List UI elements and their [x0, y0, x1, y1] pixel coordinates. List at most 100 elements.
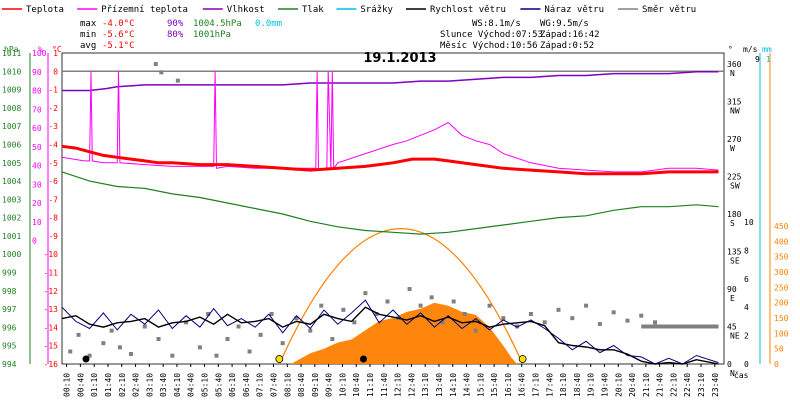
stat-rain: 0.0mm	[255, 19, 282, 29]
rad-tick: 50	[774, 345, 784, 354]
stat-label: max	[80, 19, 97, 29]
press-tick: 1003	[2, 195, 21, 204]
wind-dir-point	[68, 349, 73, 354]
rad-tick: 450	[774, 222, 789, 231]
x-tick-label: 17:10	[532, 373, 541, 397]
dir-tick: 225	[727, 173, 742, 182]
rad-tick: 250	[774, 283, 789, 292]
rad-tick: 150	[774, 314, 789, 323]
wind-dir-point	[515, 324, 520, 329]
temp-tick: -2	[48, 104, 58, 113]
x-tick-label: 01:10	[90, 373, 99, 397]
dir-tick: 360	[727, 60, 742, 69]
temp-unit: °C	[52, 45, 62, 54]
x-tick-label: 15:40	[490, 373, 499, 397]
x-tick-label: 22:10	[669, 373, 678, 397]
hum-tick: 80	[32, 87, 42, 96]
x-tick-label: 00:40	[76, 373, 85, 397]
wind-dir-point	[385, 299, 390, 304]
wind-dir-point	[556, 307, 561, 312]
press-unit: hPa	[4, 45, 19, 54]
press-tick: 1007	[2, 122, 21, 131]
stat-humidity: 90%	[167, 19, 184, 29]
x-tick-label: 09:40	[325, 373, 334, 397]
wind-dir-point	[170, 353, 175, 358]
press-tick: 1008	[2, 104, 21, 113]
legend-label: Přízemní teplota	[101, 5, 188, 15]
x-tick-label: 15:10	[476, 373, 485, 397]
hum-tick: 100	[32, 49, 47, 58]
dir-name: S	[730, 219, 735, 228]
hum-tick: 60	[32, 124, 42, 133]
wind-dir-point	[611, 310, 616, 315]
dir-tick: 315	[727, 98, 742, 107]
wind-speed-line	[61, 306, 719, 365]
pressure-line	[61, 171, 719, 235]
x-tick-label: 14:10	[449, 373, 458, 397]
chart-title: 19.1.2013	[363, 51, 436, 66]
info-sun: Slunce Východ:07:53	[440, 30, 543, 40]
moonrise-marker	[359, 355, 367, 363]
info-moonset: Západ:0:52	[540, 41, 594, 51]
wind-dir-point	[407, 287, 412, 291]
wind-dir-point	[117, 345, 122, 350]
x-tick-label: 10:40	[352, 373, 361, 397]
dir-name: N	[730, 369, 735, 378]
rad-tick: 200	[774, 299, 789, 308]
temp-tick: 1	[53, 49, 58, 58]
wind-dir-point	[184, 320, 189, 325]
wind-dir-point	[528, 312, 533, 316]
wind-dir-point	[319, 303, 324, 308]
wind-dir-point	[330, 337, 335, 341]
moonset-marker	[82, 355, 90, 363]
wind-dir-point	[501, 316, 506, 321]
press-tick: 1004	[2, 177, 21, 186]
dir-name: SW	[730, 182, 740, 191]
wind-dir-point	[153, 62, 158, 66]
legend-label: Tlak	[302, 5, 324, 15]
wind-dir-point	[440, 320, 445, 325]
wind-tick: 0	[744, 360, 749, 369]
wind-dir-point	[451, 299, 456, 304]
wind-dir-point	[308, 328, 313, 333]
x-tick-label: 13:10	[421, 373, 430, 397]
temp-tick: -8	[48, 214, 58, 223]
legend-label: Náraz větru	[544, 5, 604, 15]
press-tick: 1009	[2, 86, 21, 95]
dir-name: NE	[730, 332, 740, 341]
x-tick-label: 17:40	[545, 373, 554, 397]
rain-unit: mm	[762, 45, 772, 54]
info-sunset: Západ:16:42	[540, 30, 600, 40]
wind-dir-point	[352, 320, 357, 325]
info-ws: WS:8.1m/s	[472, 19, 521, 29]
hum-tick: 0	[32, 237, 37, 246]
wind-dir-point	[269, 312, 274, 316]
wind-dir-point	[101, 341, 106, 346]
wind-dir-point	[142, 324, 147, 329]
x-tick-label: 00:10	[63, 373, 72, 397]
wind-tick: 10	[744, 218, 754, 227]
x-tick-label: 07:10	[256, 373, 265, 397]
sun-arc	[278, 228, 524, 365]
x-tick-label: 22:40	[683, 373, 692, 397]
x-tick-label: 12:40	[407, 373, 416, 397]
x-tick-label: 05:40	[214, 373, 223, 397]
rad-tick: 350	[774, 253, 789, 262]
temp-tick: -16	[44, 360, 59, 369]
temp-tick: -6	[48, 177, 58, 186]
x-tick-label: 11:40	[380, 373, 389, 397]
wind-tick: 2	[744, 332, 749, 341]
dir-tick: 0	[727, 360, 732, 369]
dir-tick: 90	[727, 285, 737, 294]
humidity-line	[62, 71, 719, 92]
press-tick: 1001	[2, 232, 21, 241]
hum-tick: 40	[32, 162, 42, 171]
x-tick-label: 16:10	[504, 373, 513, 397]
press-tick: 1002	[2, 214, 21, 223]
x-tick-label: 02:10	[118, 373, 127, 397]
press-tick: 996	[2, 323, 17, 332]
press-tick: 1011	[2, 49, 21, 58]
wind-tick: 6	[744, 275, 749, 284]
hum-tick: 70	[32, 105, 42, 114]
